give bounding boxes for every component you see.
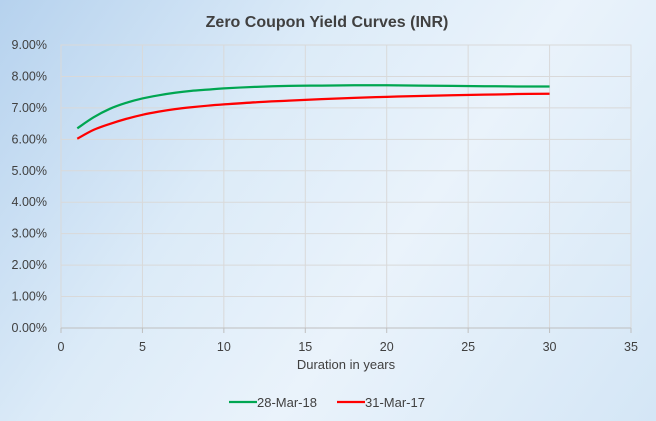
series-group <box>76 84 550 140</box>
x-tick-label: 0 <box>58 340 65 354</box>
y-tick-label: 0.00% <box>12 321 47 335</box>
legend-label-2: 31-Mar-17 <box>365 395 425 410</box>
y-tick-label: 2.00% <box>12 258 47 272</box>
x-tick-label: 25 <box>461 340 475 354</box>
legend-label-1: 28-Mar-18 <box>257 395 317 410</box>
chart-title: Zero Coupon Yield Curves (INR) <box>206 14 449 31</box>
x-tick-label: 5 <box>139 340 146 354</box>
series-line-2 <box>76 92 550 140</box>
x-tick-label: 30 <box>543 340 557 354</box>
y-tick-label: 4.00% <box>12 195 47 209</box>
x-tick-label: 20 <box>380 340 394 354</box>
series-line-1 <box>76 84 550 130</box>
x-axis-title: Duration in years <box>297 357 396 372</box>
y-tick-label: 7.00% <box>12 101 47 115</box>
x-tick-label: 10 <box>217 340 231 354</box>
axes: 0.00% 1.00% 2.00% 3.00% 4.00% 5.00% 6.00% 7.00%… <box>12 38 638 354</box>
x-tick-label: 15 <box>298 340 312 354</box>
grid <box>60 44 632 329</box>
legend: 28-Mar-18 31-Mar-17 <box>229 395 425 410</box>
y-tick-label: 9.00% <box>12 38 47 52</box>
y-tick-label: 3.00% <box>12 227 47 241</box>
y-tick-label: 6.00% <box>12 132 47 146</box>
x-tick-label: 35 <box>624 340 638 354</box>
y-tick-label: 1.00% <box>12 290 47 304</box>
y-tick-label: 8.00% <box>12 69 47 83</box>
y-tick-label: 5.00% <box>12 164 47 178</box>
